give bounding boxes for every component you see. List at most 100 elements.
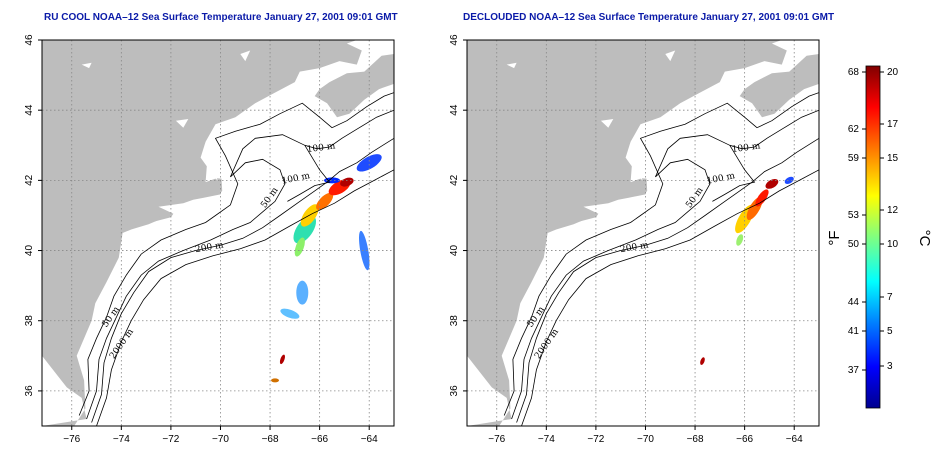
- land: [467, 40, 819, 426]
- nova-scotia: [739, 54, 819, 118]
- mainland: [42, 40, 394, 426]
- axes: −76 −74 −72 −70 −68 −66 −64 36 38 40 42 44 46: [24, 34, 378, 445]
- contour-50m: [503, 92, 819, 416]
- y-tick-label: 38: [449, 315, 460, 327]
- x-tick-label: −74: [538, 434, 555, 445]
- y-tick-label: 42: [24, 174, 35, 186]
- long-island: [548, 213, 599, 230]
- x-tick-label: −68: [687, 434, 704, 445]
- contour-100m-georges: [287, 145, 331, 202]
- contour-200m: [516, 137, 819, 423]
- y-tick-label: 46: [449, 34, 460, 46]
- bathymetry-contours: [78, 92, 394, 426]
- colorbar-c-label: 5: [887, 326, 893, 337]
- y-tick-label: 36: [449, 385, 460, 397]
- colorbar-f-unit: °F: [826, 230, 843, 245]
- colorbar-f-label: 41: [848, 326, 860, 337]
- sst-field: [271, 154, 382, 383]
- y-tick-label: 44: [449, 104, 460, 116]
- contour-100m: [511, 109, 819, 420]
- x-tick-label: −68: [262, 434, 279, 445]
- sst-patch: [324, 177, 341, 184]
- x-tick-label: −72: [162, 434, 179, 445]
- nova-scotia: [314, 54, 394, 118]
- colorbar-f-label: 44: [848, 297, 860, 308]
- lake: [600, 119, 614, 128]
- cape-cod: [216, 178, 223, 195]
- sst-patch: [765, 178, 779, 189]
- x-tick-label: −76: [63, 434, 80, 445]
- lake: [665, 50, 676, 62]
- y-tick-label: 36: [24, 385, 35, 397]
- x-tick-label: −70: [637, 434, 654, 445]
- lake: [506, 62, 517, 69]
- sst-patch: [700, 357, 705, 365]
- sst-patch: [294, 237, 305, 257]
- colorbar-c-label: 3: [887, 361, 893, 372]
- sst-field: [700, 176, 794, 365]
- contour-2000m: [96, 169, 394, 426]
- axes: −76 −74 −72 −70 −68 −66 −64 36 38 40 42 44 46: [449, 34, 803, 445]
- colorbar-f-label: 62: [848, 124, 860, 135]
- map-frame: [41, 39, 395, 427]
- x-tick-label: −66: [311, 434, 328, 445]
- contour-label: 100 m: [306, 141, 336, 155]
- colorbar-c-unit: °C: [916, 230, 933, 247]
- contour-100m-georges: [712, 145, 756, 202]
- x-tick-label: −76: [488, 434, 505, 445]
- left-panel-title: RU COOL NOAA–12 Sea Surface Temperature …: [44, 12, 398, 23]
- contour-label: 100 m: [731, 141, 761, 155]
- grid: [467, 40, 819, 426]
- lake: [175, 119, 189, 128]
- y-tick-label: 40: [449, 245, 460, 257]
- lake: [240, 50, 251, 62]
- land: [42, 40, 394, 426]
- sst-patch: [356, 154, 382, 172]
- x-tick-label: −70: [212, 434, 229, 445]
- y-tick-label: 44: [24, 104, 35, 116]
- y-tick-label: 40: [24, 245, 35, 257]
- right-panel-title: DECLOUDED NOAA–12 Sea Surface Temperatur…: [463, 12, 835, 23]
- bathymetry-contours: [503, 92, 819, 426]
- sst-patch: [316, 192, 334, 210]
- colorbar-f-label: 37: [848, 365, 860, 376]
- y-tick-label: 46: [24, 34, 35, 46]
- contour-label: 200 m: [194, 240, 224, 255]
- sst-patch: [271, 378, 280, 383]
- colorbar-c-label: 12: [887, 205, 899, 216]
- y-tick-label: 38: [24, 315, 35, 327]
- long-island: [123, 213, 174, 230]
- x-tick-label: −74: [113, 434, 130, 445]
- sst-patch: [784, 176, 794, 184]
- x-tick-label: −66: [736, 434, 753, 445]
- colorbar-c-label: 10: [887, 239, 899, 250]
- sst-patch: [296, 280, 309, 305]
- colorbar-f-label: 53: [848, 210, 860, 221]
- sst-patch: [280, 308, 300, 319]
- sst-patch: [279, 354, 285, 365]
- x-tick-label: −72: [587, 434, 604, 445]
- map-frame: [466, 39, 820, 427]
- contour-200m: [91, 137, 394, 423]
- sst-patch: [736, 234, 744, 246]
- sst-patch: [755, 189, 769, 207]
- lake: [81, 62, 92, 69]
- x-tick-label: −64: [786, 434, 803, 445]
- sst-patch: [340, 177, 354, 187]
- colorbar-c-label: 20: [887, 67, 899, 78]
- colorbar-f-label: 50: [848, 239, 860, 250]
- x-tick-label: −64: [361, 434, 378, 445]
- mainland: [467, 40, 819, 426]
- contour-50m: [78, 92, 394, 416]
- contour-label: 200 m: [619, 240, 649, 255]
- colorbar-gradient: [865, 65, 881, 409]
- contour-2000m: [521, 169, 819, 426]
- grid: [42, 40, 394, 426]
- colorbar-f-label: 59: [848, 153, 860, 164]
- colorbar-f-label: 68: [848, 67, 860, 78]
- contour-100m: [86, 109, 394, 420]
